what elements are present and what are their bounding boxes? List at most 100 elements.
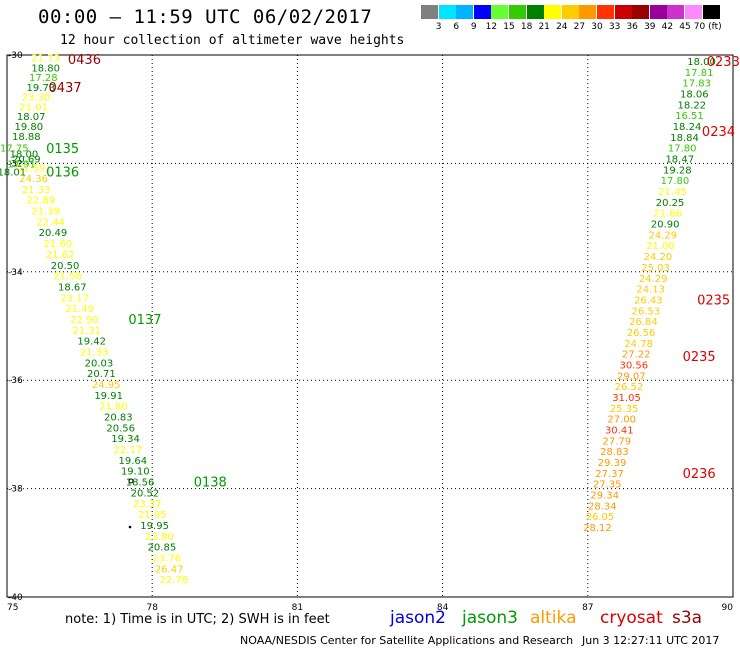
data-point: 26.56	[627, 328, 656, 339]
data-point: 21.33	[80, 347, 109, 358]
data-point: 20.50	[51, 261, 80, 272]
data-point: 21.45	[658, 187, 687, 198]
data-point: 22.90	[70, 315, 99, 326]
legend-jason3: jason3	[462, 608, 518, 628]
data-point: 24.78	[624, 339, 653, 350]
grid-lines	[7, 55, 733, 597]
data-point: 21.95	[138, 510, 167, 521]
data-point: 17.81	[685, 68, 714, 79]
data-point: 25.35	[610, 404, 639, 415]
page-title: 00:00 – 11:59 UTC 06/02/2017	[38, 6, 373, 28]
data-point: 19.91	[94, 391, 123, 402]
data-point: 23.76	[152, 553, 181, 564]
data-point: 20.90	[651, 220, 680, 231]
time-label: 0138	[194, 476, 227, 491]
data-point: 18.06	[680, 89, 709, 100]
color-swatch	[667, 5, 685, 19]
data-point: 21.01	[19, 102, 48, 113]
data-point: 28.34	[588, 501, 617, 512]
x-tick-label: 78	[146, 603, 158, 613]
y-tick-label: -34	[8, 268, 23, 278]
data-point: 29.07	[617, 371, 646, 382]
color-swatch	[509, 5, 526, 19]
time-label: 0234	[702, 125, 735, 140]
credit-source: NOAA/NESDIS Center for Satellite Applica…	[240, 634, 574, 647]
data-point: 23.37	[133, 499, 162, 510]
color-swatch	[614, 5, 632, 19]
data-point: 19.10	[121, 467, 150, 478]
data-point: 26.47	[155, 564, 184, 575]
y-tick-label: -38	[8, 485, 23, 495]
time-label: 0236	[683, 467, 716, 482]
time-label: 0235	[697, 293, 730, 308]
color-scale-label: 24	[556, 22, 568, 32]
data-point: 18.88	[12, 132, 41, 143]
data-point: 18.84	[670, 133, 699, 144]
data-point: 22.17	[114, 445, 143, 456]
data-point: 24.36	[19, 174, 48, 185]
x-tick-label: 90	[722, 603, 734, 613]
y-tick-label: -36	[8, 376, 23, 386]
color-scale-label: 42	[661, 22, 674, 32]
data-point: 17.75	[0, 144, 29, 155]
color-scale-label: 33	[608, 22, 621, 32]
color-swatch	[473, 5, 491, 19]
station-marker	[128, 525, 132, 529]
data-point: 24.29	[639, 274, 668, 285]
data-point: 17.83	[682, 79, 711, 90]
color-scale-label: 6	[453, 22, 460, 32]
data-point: 21.62	[46, 250, 75, 261]
y-tick-label: -32	[8, 159, 23, 169]
time-label: 0135	[46, 142, 79, 157]
x-tick-label: 84	[437, 603, 449, 613]
data-points: 21.7318.8017.2819.7323.3021.0118.0719.80…	[0, 54, 716, 586]
x-tick-label: 75	[7, 603, 18, 613]
color-swatch	[456, 5, 474, 19]
data-point: 17.80	[668, 144, 697, 155]
data-point: 19.34	[111, 434, 140, 445]
data-point: 21.60	[43, 239, 72, 250]
data-point: 22.44	[36, 217, 65, 228]
data-point: 20.03	[85, 358, 114, 369]
data-point: 30.41	[605, 426, 634, 437]
data-point: 18.01	[0, 168, 26, 179]
plot-frame	[6, 54, 734, 598]
color-swatch	[526, 5, 544, 19]
color-scale-label: 18	[520, 22, 533, 32]
data-point: 20.69	[12, 155, 41, 166]
color-scale-label: 30	[591, 22, 603, 32]
data-point: 24.95	[92, 380, 121, 391]
color-swatch	[491, 5, 509, 19]
data-point: 23.30	[22, 93, 51, 104]
data-point: 18.00	[10, 150, 39, 161]
time-labels: 0436 0437 0135 0136 0137 0138 0233 0234 0235 0235…	[46, 53, 740, 491]
time-label: 0437	[49, 81, 82, 96]
data-point: 23.17	[60, 293, 89, 304]
data-point: 27.79	[603, 436, 632, 447]
data-point: 18.24	[673, 122, 702, 133]
location-markers	[128, 478, 134, 529]
x-tick-label: 87	[582, 603, 593, 613]
color-swatch	[632, 5, 650, 19]
data-point: 19.73	[27, 83, 56, 94]
color-swatch	[438, 5, 456, 19]
data-point: 18.67	[58, 282, 87, 293]
color-swatch	[421, 5, 438, 19]
time-label: 0233	[707, 55, 740, 70]
data-point: 21.49	[65, 304, 94, 315]
data-point: 21.31	[73, 326, 102, 337]
data-point: 24.13	[636, 285, 665, 296]
color-scale-label: 70 (ft)	[693, 22, 722, 32]
data-point: 26.43	[634, 295, 663, 306]
data-point: 28.12	[583, 523, 612, 534]
data-point: 27.37	[595, 469, 624, 480]
data-point: 19.80	[14, 122, 43, 133]
data-point: 30.56	[619, 360, 648, 371]
data-point: 20.25	[656, 198, 685, 209]
color-swatch	[685, 5, 702, 19]
color-scale-label: 27	[573, 22, 586, 32]
color-scale-label: 39	[644, 22, 656, 32]
data-point: 26.05	[586, 512, 615, 523]
data-point: 19.28	[663, 165, 692, 176]
